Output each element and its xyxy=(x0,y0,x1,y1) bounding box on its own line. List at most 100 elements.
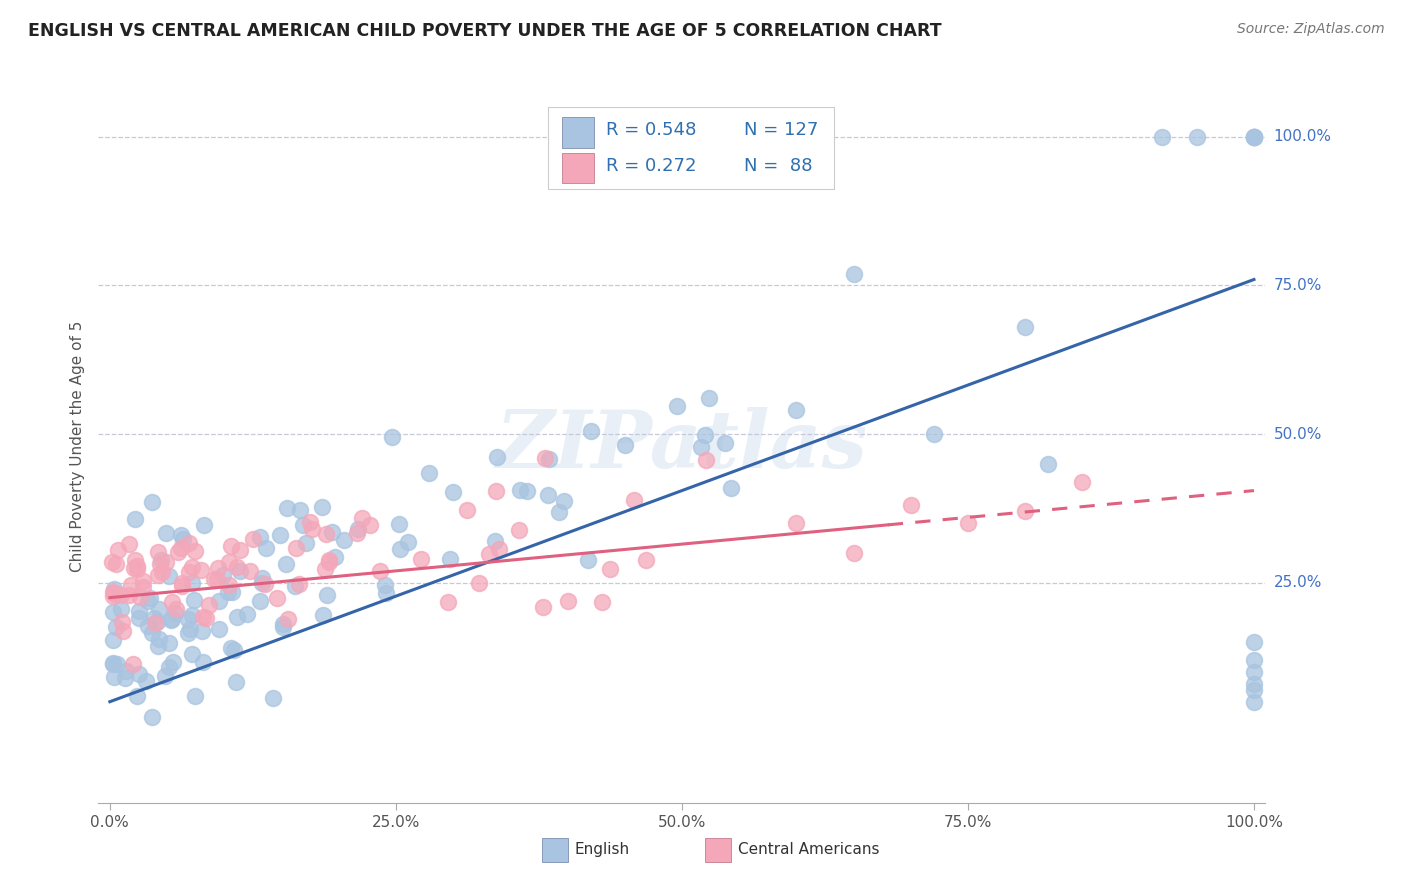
Point xyxy=(368,564,391,578)
Point xyxy=(557,593,579,607)
Point xyxy=(136,619,159,633)
Point xyxy=(114,664,136,678)
Point xyxy=(785,516,807,531)
Point xyxy=(208,594,231,608)
Point xyxy=(295,536,318,550)
Point xyxy=(159,613,181,627)
Point xyxy=(623,493,645,508)
Point xyxy=(180,575,202,590)
Point xyxy=(191,610,214,624)
Point xyxy=(665,399,688,413)
Point xyxy=(103,586,125,600)
Point xyxy=(111,624,134,638)
Point xyxy=(129,590,152,604)
Point xyxy=(537,488,560,502)
Point xyxy=(105,620,128,634)
Point xyxy=(127,562,149,576)
Point xyxy=(697,392,720,406)
Text: 75.0%: 75.0% xyxy=(1274,278,1322,293)
Point xyxy=(318,555,340,569)
Point xyxy=(150,565,173,579)
Text: R = 0.272: R = 0.272 xyxy=(606,157,696,175)
Point xyxy=(252,576,274,591)
Point xyxy=(375,585,398,599)
Point xyxy=(273,617,295,632)
Point xyxy=(124,553,146,567)
Point xyxy=(177,535,200,549)
Point xyxy=(162,595,184,609)
Point xyxy=(101,585,124,599)
Point xyxy=(162,656,184,670)
Point xyxy=(101,589,124,603)
Point xyxy=(1243,665,1265,679)
Point xyxy=(396,534,419,549)
Point xyxy=(226,610,249,624)
Point xyxy=(124,512,146,526)
Point xyxy=(263,691,285,706)
Point xyxy=(1243,695,1265,709)
Point xyxy=(508,523,530,537)
Point xyxy=(1152,129,1174,144)
Point xyxy=(388,516,411,531)
Point xyxy=(842,267,865,281)
Point xyxy=(205,572,228,586)
Point xyxy=(249,530,271,544)
Point xyxy=(553,493,575,508)
Point xyxy=(148,632,170,646)
Point xyxy=(101,556,124,570)
Point xyxy=(208,622,231,636)
Point xyxy=(104,587,127,601)
Text: R = 0.548: R = 0.548 xyxy=(606,121,696,139)
Point xyxy=(254,541,277,555)
Point xyxy=(193,518,215,533)
Point xyxy=(103,657,125,671)
Point xyxy=(314,562,336,576)
Point xyxy=(128,611,150,625)
Point xyxy=(537,452,560,467)
Point xyxy=(211,567,233,582)
Text: 50.0%: 50.0% xyxy=(1274,426,1322,442)
Point xyxy=(221,640,243,655)
Point xyxy=(347,522,370,536)
Point xyxy=(217,585,239,599)
Point xyxy=(288,502,311,516)
Bar xyxy=(706,838,731,862)
FancyBboxPatch shape xyxy=(548,107,834,189)
Point xyxy=(194,611,217,625)
Point xyxy=(132,580,155,594)
Point xyxy=(236,607,259,621)
Point xyxy=(146,567,169,582)
Point xyxy=(150,552,173,566)
Point xyxy=(118,588,141,602)
Point xyxy=(157,568,180,582)
Point xyxy=(172,533,194,547)
Point xyxy=(125,690,148,704)
Point xyxy=(599,562,621,576)
Point xyxy=(486,450,509,464)
Point xyxy=(141,710,163,724)
Point xyxy=(321,525,343,540)
Point xyxy=(509,483,531,497)
Point xyxy=(155,555,177,569)
Point xyxy=(1014,504,1036,518)
Point xyxy=(177,612,200,626)
Point xyxy=(141,625,163,640)
Point xyxy=(323,550,346,565)
Point xyxy=(101,605,124,619)
Point xyxy=(316,588,339,602)
Point xyxy=(170,579,193,593)
Point xyxy=(613,438,636,452)
Point xyxy=(1243,677,1265,691)
Point xyxy=(284,579,307,593)
Point xyxy=(183,593,205,607)
Bar xyxy=(562,118,595,148)
Point xyxy=(105,657,128,671)
Text: Source: ZipAtlas.com: Source: ZipAtlas.com xyxy=(1237,22,1385,37)
Point xyxy=(167,545,190,559)
Point xyxy=(315,526,337,541)
Point xyxy=(107,542,129,557)
Text: English: English xyxy=(575,842,630,856)
Point xyxy=(128,604,150,618)
Point xyxy=(146,639,169,653)
Point xyxy=(127,559,149,574)
